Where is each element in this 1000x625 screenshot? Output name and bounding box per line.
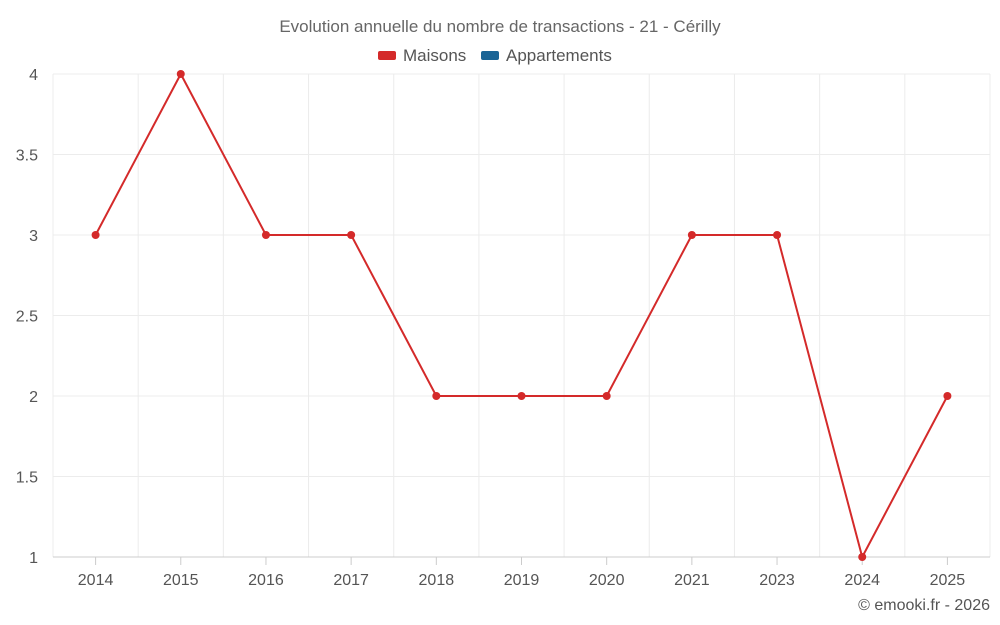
legend-swatch-appartements[interactable]	[481, 51, 499, 60]
x-tick-label: 2023	[759, 572, 795, 589]
credit-text: © emooki.fr - 2026	[858, 597, 990, 614]
y-tick-label: 4	[29, 67, 38, 84]
y-tick-label: 3	[29, 228, 38, 245]
x-tick-label: 2019	[504, 572, 540, 589]
x-tick-label: 2021	[674, 572, 710, 589]
x-tick-label: 2017	[333, 572, 369, 589]
data-point-maisons[interactable]	[91, 231, 100, 239]
data-point-maisons[interactable]	[858, 553, 867, 561]
legend-label-maisons[interactable]: Maisons	[403, 46, 466, 65]
grid-lines	[52, 73, 991, 558]
legend-swatch-maisons[interactable]	[378, 51, 396, 60]
data-point-maisons[interactable]	[687, 231, 696, 239]
data-point-maisons[interactable]	[602, 392, 611, 400]
x-tick-label: 2025	[930, 572, 966, 589]
chart-title: Evolution annuelle du nombre de transact…	[279, 17, 721, 36]
data-point-maisons[interactable]	[432, 392, 441, 400]
y-tick-label: 3.5	[16, 148, 38, 165]
x-tick-label: 2014	[78, 572, 114, 589]
data-point-maisons[interactable]	[943, 392, 952, 400]
x-tick-label: 2024	[844, 572, 880, 589]
x-tick-label: 2020	[589, 572, 625, 589]
y-axis-ticks: 1 1.5 2 2.5 3 3.5 4	[16, 67, 38, 567]
data-point-maisons[interactable]	[176, 70, 185, 78]
data-point-maisons[interactable]	[517, 392, 526, 400]
y-tick-label: 2.5	[16, 309, 38, 326]
y-tick-label: 1	[29, 550, 38, 567]
data-point-maisons[interactable]	[773, 231, 782, 239]
data-point-maisons[interactable]	[261, 231, 270, 239]
y-tick-label: 2	[29, 389, 38, 406]
x-axis-ticks: 2014 2015 2016 2017 2018 2019 2020 2021 2023 2024…	[78, 557, 966, 589]
y-tick-label: 1.5	[16, 470, 38, 487]
data-point-maisons[interactable]	[347, 231, 356, 239]
x-tick-label: 2018	[419, 572, 455, 589]
series-maisons	[91, 70, 952, 561]
x-tick-label: 2015	[163, 572, 199, 589]
legend-label-appartements[interactable]: Appartements	[506, 46, 612, 65]
x-tick-label: 2016	[248, 572, 284, 589]
legend: Maisons Appartements	[378, 46, 612, 65]
